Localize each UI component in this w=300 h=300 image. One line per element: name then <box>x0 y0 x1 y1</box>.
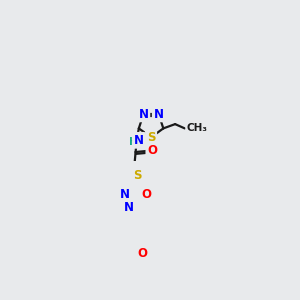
Text: CH₃: CH₃ <box>187 123 208 134</box>
Text: N: N <box>124 201 134 214</box>
Text: S: S <box>133 169 142 182</box>
Text: N: N <box>154 107 164 121</box>
Text: H: H <box>129 137 138 147</box>
Text: O: O <box>142 188 152 201</box>
Text: S: S <box>147 131 155 144</box>
Text: N: N <box>134 134 144 147</box>
Text: O: O <box>147 144 157 158</box>
Text: O: O <box>137 247 148 260</box>
Text: N: N <box>139 107 148 121</box>
Text: N: N <box>119 188 129 201</box>
